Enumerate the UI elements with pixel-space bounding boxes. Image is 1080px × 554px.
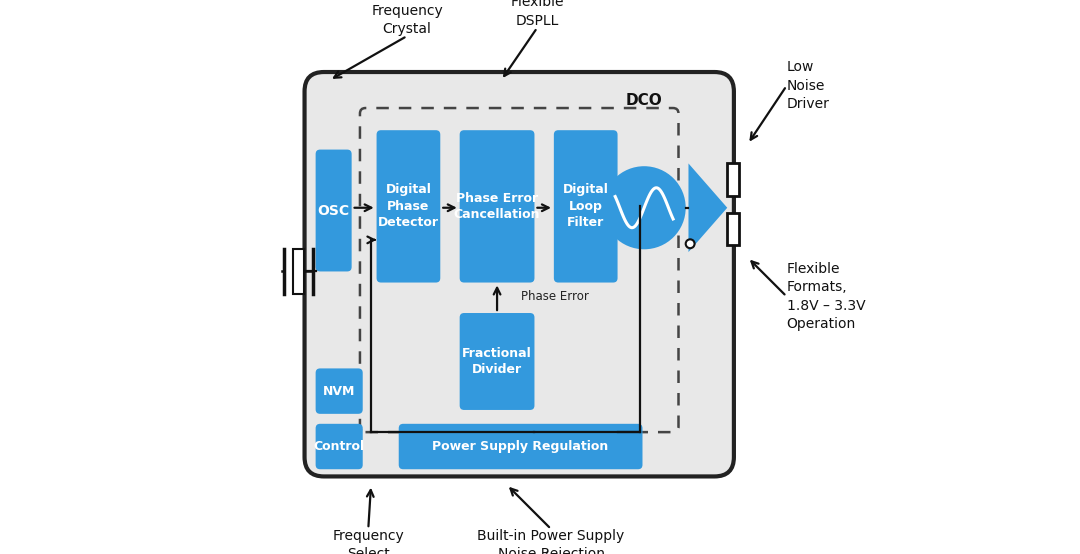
Text: Control: Control (313, 440, 365, 453)
FancyBboxPatch shape (399, 424, 643, 469)
FancyBboxPatch shape (315, 150, 352, 271)
Circle shape (686, 239, 694, 248)
FancyBboxPatch shape (460, 130, 535, 283)
FancyBboxPatch shape (377, 130, 441, 283)
Text: Phase Error: Phase Error (521, 290, 589, 303)
FancyBboxPatch shape (460, 313, 535, 410)
Text: Fixed
Frequency
Crystal: Fixed Frequency Crystal (372, 0, 443, 36)
Text: Low
Noise
Driver: Low Noise Driver (786, 60, 829, 111)
Text: Frequency
Select
(Pin Control): Frequency Select (Pin Control) (325, 529, 411, 554)
Text: Power Supply Regulation: Power Supply Regulation (432, 440, 609, 453)
Polygon shape (688, 163, 727, 252)
Text: Frequency
Flexible
DSPLL: Frequency Flexible DSPLL (501, 0, 573, 28)
FancyBboxPatch shape (554, 130, 618, 283)
Text: Fractional
Divider: Fractional Divider (462, 347, 532, 376)
FancyBboxPatch shape (315, 424, 363, 469)
Text: OSC: OSC (318, 203, 350, 218)
FancyBboxPatch shape (305, 72, 734, 476)
Text: Built-in Power Supply
Noise Rejection: Built-in Power Supply Noise Rejection (477, 529, 624, 554)
Text: DCO: DCO (625, 93, 662, 108)
FancyBboxPatch shape (727, 163, 740, 196)
FancyBboxPatch shape (315, 368, 363, 414)
Text: Digital
Loop
Filter: Digital Loop Filter (563, 183, 609, 229)
Text: Flexible
Formats,
1.8V – 3.3V
Operation: Flexible Formats, 1.8V – 3.3V Operation (786, 262, 865, 331)
Text: NVM: NVM (323, 384, 355, 398)
Text: Digital
Phase
Detector: Digital Phase Detector (378, 183, 438, 229)
FancyBboxPatch shape (727, 213, 740, 245)
FancyBboxPatch shape (293, 249, 303, 294)
Text: Phase Error
Cancellation: Phase Error Cancellation (454, 192, 540, 221)
Circle shape (603, 166, 686, 249)
